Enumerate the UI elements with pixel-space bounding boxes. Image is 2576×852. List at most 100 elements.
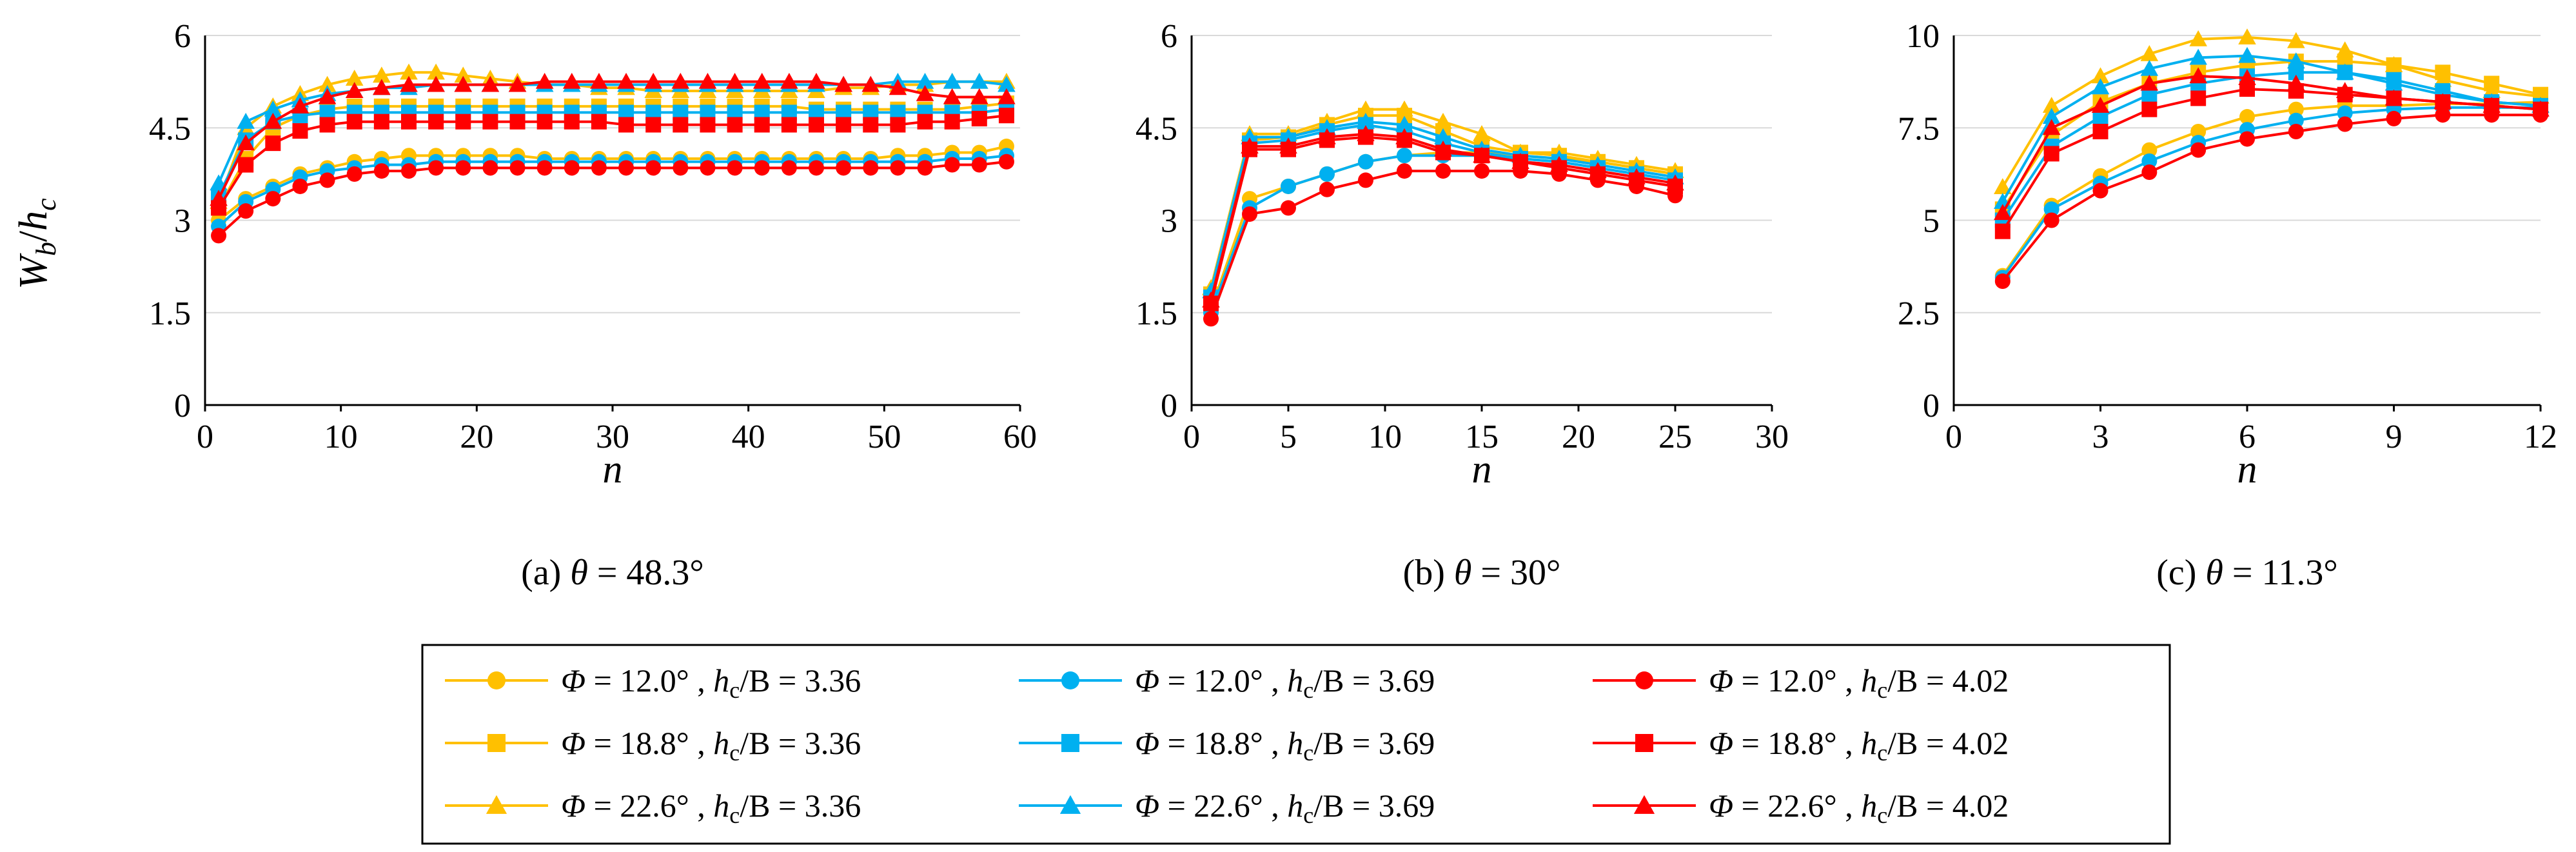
data-point: [2433, 70, 2452, 87]
data-point: [428, 160, 444, 176]
legend-box: [421, 644, 2171, 845]
data-point: [2532, 100, 2550, 117]
data-point: [645, 104, 662, 121]
ylabel-slash: /: [12, 230, 55, 242]
data-point: [509, 114, 526, 130]
data-point: [1397, 163, 1412, 179]
data-point: [319, 117, 335, 133]
legend-entry: Φ = 18.8° , hc/B = 3.36: [445, 725, 861, 766]
data-point: [455, 160, 471, 176]
y-tick-label: 0: [1923, 388, 1940, 424]
data-point: [535, 72, 554, 89]
data-point: [2287, 74, 2305, 91]
data-point: [809, 160, 824, 176]
x-axis-label: n: [2237, 448, 2257, 491]
data-point: [210, 174, 228, 191]
data-point: [861, 75, 880, 92]
data-point: [2042, 119, 2061, 135]
data-point: [2239, 131, 2255, 147]
ylabel-w: W: [12, 253, 55, 290]
data-point: [2141, 164, 2158, 181]
y-tick-label: 3: [174, 203, 191, 240]
data-point: [2384, 56, 2403, 72]
data-point: [836, 160, 852, 176]
x-axis-label: n: [603, 448, 623, 491]
data-point: [671, 72, 690, 89]
data-point: [2433, 93, 2452, 110]
data-point: [2043, 146, 2060, 162]
x-tick-label: 0: [1945, 419, 1962, 455]
caption-symbol: θ: [1454, 553, 1472, 593]
series-line: [2001, 60, 2541, 210]
data-point: [427, 63, 445, 80]
data-point: [727, 117, 743, 133]
data-point: [1241, 128, 1259, 144]
data-point: [536, 160, 553, 176]
y-tick-label: 1.5: [149, 295, 191, 332]
data-point: [1474, 163, 1490, 179]
data-point: [917, 114, 933, 130]
data-point: [564, 160, 580, 176]
data-point: [889, 79, 907, 95]
data-point: [725, 72, 744, 89]
data-point: [2140, 74, 2159, 91]
data-point: [998, 154, 1014, 170]
data-point: [265, 191, 281, 207]
data-point: [1358, 154, 1373, 170]
legend-marker: [487, 734, 506, 752]
x-tick-label: 30: [1755, 419, 1789, 455]
data-point: [754, 117, 770, 133]
data-point: [2140, 45, 2159, 61]
caption-symbol: θ: [570, 553, 588, 593]
caption-symbol: θ: [2205, 553, 2223, 593]
legend-marker: [1061, 671, 1079, 689]
data-point: [508, 75, 527, 92]
data-point: [591, 160, 607, 176]
y-tick-label: 4.5: [149, 110, 191, 147]
data-point: [645, 117, 662, 133]
data-point: [238, 203, 254, 219]
data-point: [427, 75, 445, 92]
series-line: [2001, 114, 2541, 282]
data-point: [2091, 67, 2110, 84]
data-point: [970, 72, 988, 89]
data-point: [2238, 28, 2256, 45]
data-point: [1358, 172, 1373, 188]
data-point: [2140, 59, 2159, 76]
data-point: [482, 114, 498, 130]
data-point: [2239, 109, 2255, 125]
data-point: [2335, 41, 2354, 57]
data-point: [698, 72, 717, 89]
data-point: [564, 114, 580, 130]
x-tick-label: 12: [2524, 419, 2557, 455]
legend-entry: Φ = 12.0° , hc/B = 3.69: [1019, 662, 1435, 703]
x-tick-label: 30: [596, 419, 629, 455]
data-point: [2092, 183, 2109, 199]
data-point: [1241, 137, 1259, 154]
panel-caption: (b) θ = 30°: [1403, 553, 1561, 593]
data-point: [345, 70, 364, 86]
data-point: [2239, 81, 2255, 97]
data-point: [2384, 89, 2403, 106]
x-tick-label: 15: [1465, 419, 1499, 455]
data-point: [1281, 200, 1296, 216]
data-point: [373, 66, 391, 83]
series-8: [211, 108, 1014, 216]
data-point: [700, 117, 716, 133]
data-point: [1279, 137, 1297, 154]
data-point: [1319, 166, 1335, 182]
y-tick-label: 10: [1906, 18, 1940, 55]
data-point: [428, 114, 444, 130]
data-point: [2091, 78, 2110, 95]
data-point: [1279, 128, 1297, 144]
legend-label: Φ = 22.6° , hc/B = 4.02: [1709, 788, 2009, 828]
y-tick-label: 3: [1161, 203, 1177, 240]
data-point: [1357, 112, 1375, 129]
caption-value: = 48.3°: [588, 553, 704, 593]
legend-label: Φ = 22.6° , hc/B = 3.36: [561, 788, 861, 828]
y-tick-label: 5: [1923, 203, 1940, 240]
data-point: [401, 163, 417, 179]
data-point: [998, 75, 1016, 92]
data-point: [2287, 32, 2305, 48]
